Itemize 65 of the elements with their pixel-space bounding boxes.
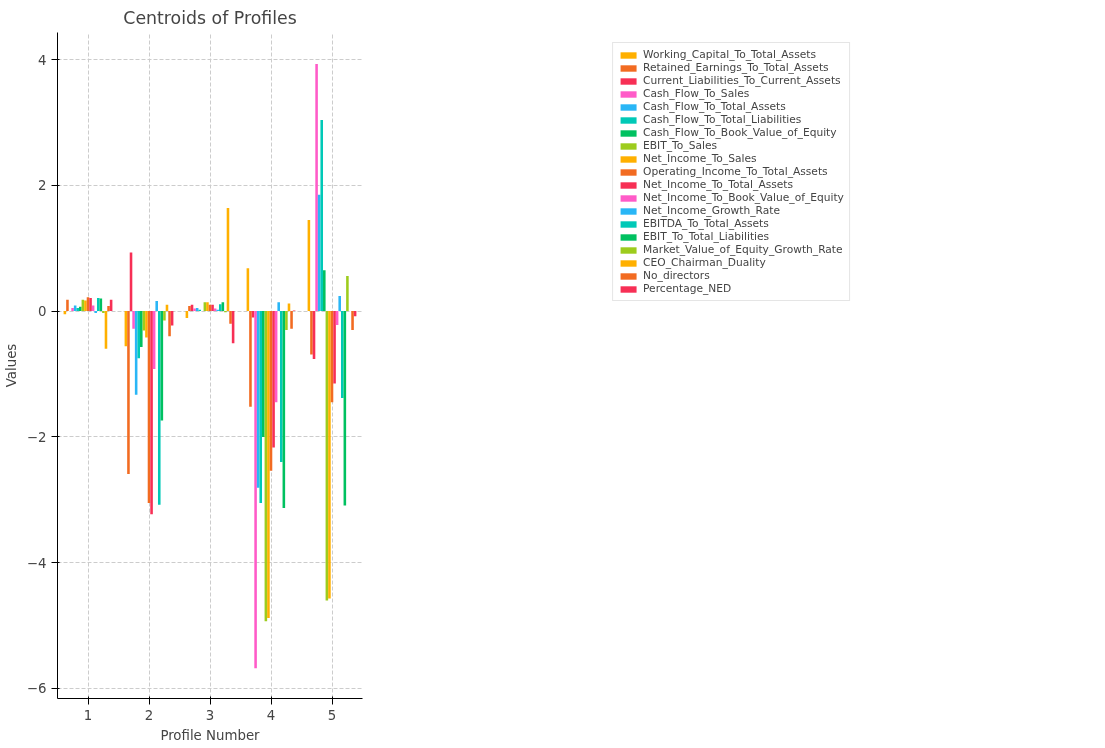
y-tick-label: −4 <box>26 555 47 571</box>
legend-label: Net_Income_To_Sales <box>643 152 757 165</box>
legend-label: Cash_Flow_To_Total_Assets <box>643 100 786 113</box>
y-tick-label: −6 <box>26 681 47 697</box>
bar <box>351 311 354 330</box>
bar <box>346 275 349 312</box>
legend-label: Retained_Earnings_To_Total_Assets <box>643 61 829 74</box>
bar <box>229 311 232 324</box>
bar <box>310 311 313 355</box>
legend-label: Net_Income_Growth_Rate <box>643 204 780 217</box>
bar <box>140 311 143 347</box>
bar <box>157 311 161 505</box>
bar <box>249 311 252 407</box>
bar <box>127 311 130 474</box>
y-tick-label: 0 <box>38 304 47 320</box>
bar <box>168 311 171 337</box>
legend-label: No_directors <box>643 269 710 282</box>
legend-label: Cash_Flow_To_Book_Value_of_Equity <box>643 126 837 139</box>
bar <box>338 296 341 312</box>
y-tick-label: 4 <box>38 52 47 68</box>
bar <box>333 311 336 384</box>
bar <box>145 311 148 338</box>
legend-label: Net_Income_To_Book_Value_of_Equity <box>643 191 844 204</box>
bar <box>155 301 158 312</box>
y-axis-title: Values <box>3 343 19 388</box>
x-tick-label: 4 <box>266 707 276 723</box>
x-axis-title: Profile Number <box>160 727 261 743</box>
bar <box>132 311 135 329</box>
y-tick-label: −2 <box>26 429 47 445</box>
legend-label: EBITDA_To_Total_Assets <box>643 217 769 230</box>
legend-label: CEO_Chairman_Duality <box>643 256 766 269</box>
bar <box>290 311 293 329</box>
bar <box>259 311 263 503</box>
legend-label: Cash_Flow_To_Total_Liabilities <box>643 113 802 126</box>
bar <box>279 311 283 463</box>
legend-label: Percentage_NED <box>643 282 732 295</box>
bar <box>285 311 288 330</box>
bar <box>267 311 270 618</box>
bar <box>150 311 153 515</box>
x-tick-label: 5 <box>327 707 337 723</box>
x-tick-label: 3 <box>205 707 215 723</box>
legend-label: Cash_Flow_To_Sales <box>643 87 750 100</box>
legend-label: Market_Value_of_Equity_Growth_Rate <box>643 243 843 256</box>
bar <box>107 306 110 312</box>
legend-label: Operating_Income_To_Total_Assets <box>643 165 828 178</box>
chart-title: Centroids of Profiles <box>123 7 297 28</box>
y-tick-label: 2 <box>38 178 47 194</box>
legend-label: Current_Liabilities_To_Current_Assets <box>643 74 841 87</box>
bar <box>254 311 257 669</box>
bar <box>323 270 326 312</box>
legend-label: EBIT_To_Total_Liabilities <box>643 230 770 243</box>
x-tick-label: 2 <box>144 707 154 723</box>
legend-label: Net_Income_To_Total_Assets <box>643 178 794 191</box>
x-tick-label: 1 <box>83 707 93 723</box>
bar <box>277 302 280 312</box>
bar <box>137 311 141 359</box>
bar <box>66 299 69 312</box>
bar <box>320 119 324 312</box>
legend-label: EBIT_To_Sales <box>643 139 718 152</box>
bar <box>272 311 275 448</box>
bar <box>262 311 265 437</box>
legend-label: Working_Capital_To_Total_Assets <box>643 48 817 61</box>
bar <box>340 311 344 398</box>
bar <box>163 311 166 321</box>
bar <box>315 63 318 312</box>
